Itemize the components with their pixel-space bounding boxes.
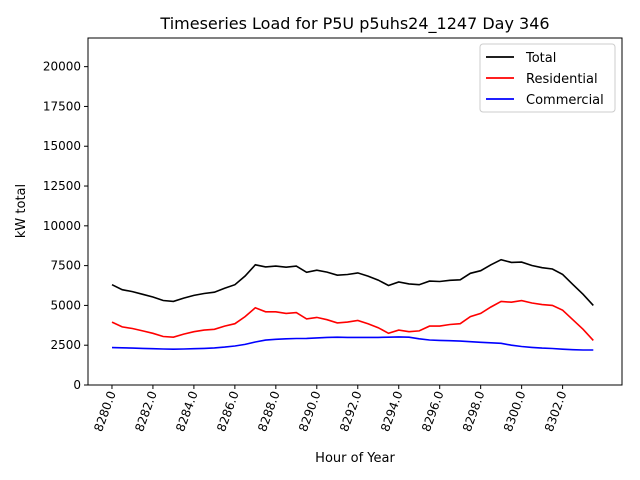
- y-tick-label: 10000: [43, 219, 81, 233]
- y-tick-label: 17500: [43, 99, 81, 113]
- x-tick-label: 8294.0: [378, 389, 406, 433]
- x-tick-label: 8298.0: [460, 389, 488, 433]
- y-tick-label: 2500: [50, 338, 81, 352]
- series-line-commercial: [111, 336, 594, 351]
- x-tick-label: 8296.0: [419, 389, 447, 433]
- y-tick-label: 5000: [50, 298, 81, 312]
- y-tick-label: 15000: [43, 139, 81, 153]
- y-tick-label: 0: [73, 378, 81, 392]
- x-tick-label: 8290.0: [296, 389, 324, 433]
- y-axis-label: kW total: [14, 184, 29, 238]
- x-tick-label: 8286.0: [214, 389, 242, 433]
- y-tick-label: 20000: [43, 60, 81, 74]
- x-tick-label: 8284.0: [173, 389, 201, 433]
- legend-box: [479, 43, 616, 113]
- x-tick-label: 8300.0: [501, 389, 529, 433]
- y-tick-label: 12500: [43, 179, 81, 193]
- legend-label: Commercial: [526, 93, 604, 108]
- plot-frame: [87, 37, 623, 386]
- legend-label: Total: [525, 51, 556, 66]
- x-tick-label: 8282.0: [132, 389, 160, 433]
- x-tick-label: 8292.0: [337, 389, 365, 433]
- x-tick-label: 8280.0: [91, 389, 119, 433]
- chart-title: Timeseries Load for P5U p5uhs24_1247 Day…: [159, 14, 549, 34]
- legend: Total Residential Commercial: [479, 43, 616, 113]
- legend-label: Residential: [526, 72, 598, 87]
- x-tick-label: 8288.0: [255, 389, 283, 433]
- series-line-residential: [111, 299, 594, 341]
- y-tick-label: 7500: [50, 259, 81, 273]
- x-tick-label: 8302.0: [542, 389, 570, 433]
- x-axis-label: Hour of Year: [315, 451, 395, 466]
- series-line-total: [111, 258, 594, 306]
